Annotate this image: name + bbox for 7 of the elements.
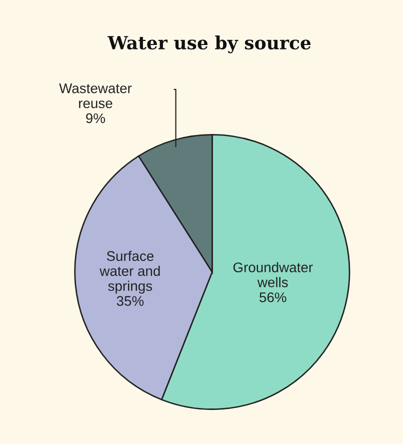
- slice-label: Surface water and springs: [100, 250, 160, 294]
- data-label: 56%: [260, 292, 286, 302]
- data-label: 9%: [86, 113, 106, 124]
- data-label: 35%: [116, 296, 144, 306]
- slice-label: Groundwater wells: [233, 262, 313, 288]
- chart-title: Water use by source: [107, 36, 311, 54]
- slice-label: Wastewater reuse: [59, 84, 132, 108]
